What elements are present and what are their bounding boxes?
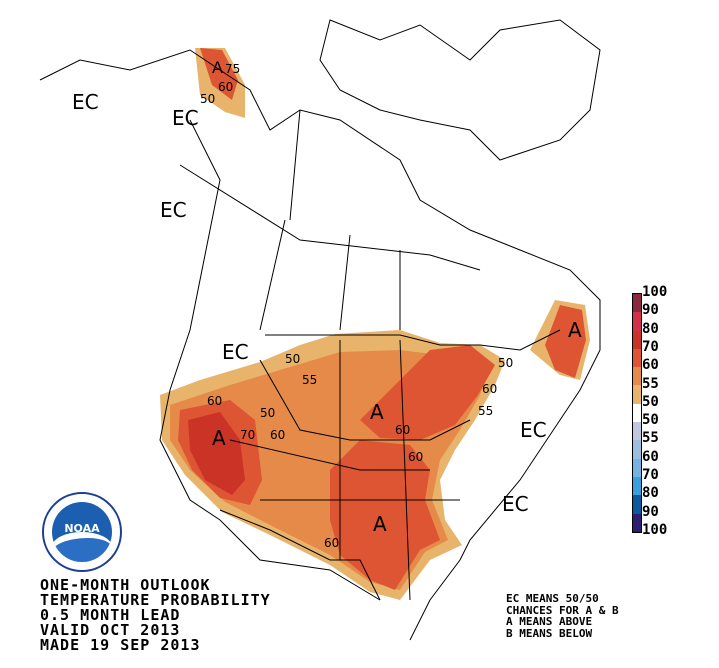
contour-label: 50 [498,356,514,370]
legend-label: 80 [642,485,659,502]
legend-label: 100 [642,521,668,538]
note-line: A MEANS ABOVE [506,615,593,628]
contour-label: 50 [285,352,301,366]
boundaries [39,19,601,641]
legend-swatch [633,294,641,313]
contour-label: 60 [207,394,223,408]
legend-swatch [633,422,641,441]
legend-label: 55 [642,375,659,392]
contour-label: 60 [482,382,498,396]
legend-label: 90 [642,503,659,520]
contour-60-alaska [200,48,238,100]
legend-label: 60 [642,357,659,374]
legend-label: 55 [642,430,659,447]
legend-swatch [633,367,641,386]
legend-swatch [633,458,641,477]
title-line: TEMPERATURE PROBABILITY [40,591,271,609]
legend-label: 50 [642,412,659,429]
contour-60-midwest [360,345,495,440]
legend-swatch [633,330,641,349]
contour-label: 60 [218,80,234,94]
probability-legend [632,293,642,533]
legend-label: 60 [642,448,659,465]
title-line: 0.5 MONTH LEAD [40,606,181,624]
contour-60-ne [545,305,586,378]
contour-label: 50 [200,92,216,106]
ec-label: EC [72,90,99,114]
map-title: ONE-MONTH OUTLOOK TEMPERATURE PROBABILIT… [40,578,271,653]
ec-label: EC [172,106,199,130]
above-label: A [212,58,223,77]
legend-swatch [633,513,641,532]
contour-label: 55 [302,373,318,387]
note-line: CHANCES FOR A & B [506,603,619,617]
legend-swatch [633,495,641,514]
ec-label: EC [502,492,529,516]
contour-label: 70 [240,428,256,442]
contour-70-region [188,412,245,495]
legend-label: 70 [642,467,659,483]
contour-label: 60 [395,423,411,437]
contour-label: 60 [270,428,286,442]
title-line: MADE 19 SEP 2013 [40,636,201,654]
legend-swatch [633,440,641,459]
legend-label: 50 [642,393,659,410]
legend-label: 90 [642,302,659,319]
legend-swatch [633,312,641,331]
above-label: A [370,400,384,424]
legend-label: 100 [642,284,668,300]
note-line: EC MEANS 50/50 [506,592,599,605]
above-label: A [373,512,387,536]
legend-label: 80 [642,320,659,337]
legend-swatch [633,403,641,423]
legend-label: 70 [642,338,659,355]
noaa-logo: NOAA [42,492,122,572]
note-line: B MEANS BELOW [506,626,593,640]
contour-label: 55 [478,404,494,418]
legend-swatch [633,385,641,404]
above-label: A [568,318,582,342]
noaa-logo-text: NOAA [64,522,100,535]
legend-swatch [633,476,641,496]
legend-notes: EC MEANS 50/50 CHANCES FOR A & B A MEANS… [506,593,619,639]
ec-label: EC [520,418,547,442]
contour-label: 60 [408,450,424,464]
title-line: VALID OCT 2013 [40,621,181,639]
contour-label: 60 [324,536,340,550]
title-line: ONE-MONTH OUTLOOK [40,576,211,594]
contour-60-south [330,440,440,590]
ec-label: EC [222,340,249,364]
contour-label: 75 [225,62,241,76]
contour-label: 50 [260,406,276,420]
above-label: A [212,426,226,450]
legend-swatch [633,348,641,368]
ec-label: EC [160,198,187,222]
